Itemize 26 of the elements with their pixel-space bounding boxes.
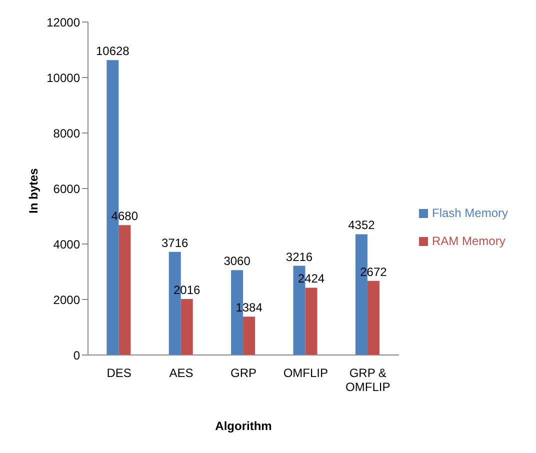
legend-label: RAM Memory [432, 234, 506, 248]
data-label: 3060 [224, 254, 251, 268]
data-label: 3716 [162, 236, 189, 250]
y-tick-label: 2000 [53, 292, 80, 307]
bar [305, 288, 318, 355]
bar [180, 299, 193, 355]
y-tick-label: 10000 [46, 70, 80, 85]
data-label: 4352 [348, 218, 376, 232]
legend-label: Flash Memory [432, 206, 508, 220]
data-label: 10628 [96, 44, 130, 58]
y-tick-label: 0 [73, 348, 80, 362]
y-tick-label: 4000 [53, 237, 80, 252]
y-tick-label: 8000 [53, 126, 80, 140]
x-tick-label: GRP [230, 366, 256, 380]
y-axis-title: In bytes [26, 168, 40, 214]
y-tick-label: 6000 [53, 182, 80, 196]
x-tick-label: OMFLIP [283, 366, 328, 380]
bar [243, 316, 256, 355]
x-tick-label: DES [106, 366, 132, 380]
y-tick-label: 12000 [46, 15, 80, 30]
bar [118, 225, 131, 355]
data-label: 3216 [286, 250, 313, 264]
bar [367, 280, 380, 355]
x-tick-label: AES [169, 366, 194, 380]
x-axis-title: Algorithm [215, 419, 272, 433]
x-tick-label: GRP & OMFLIP [346, 366, 390, 394]
